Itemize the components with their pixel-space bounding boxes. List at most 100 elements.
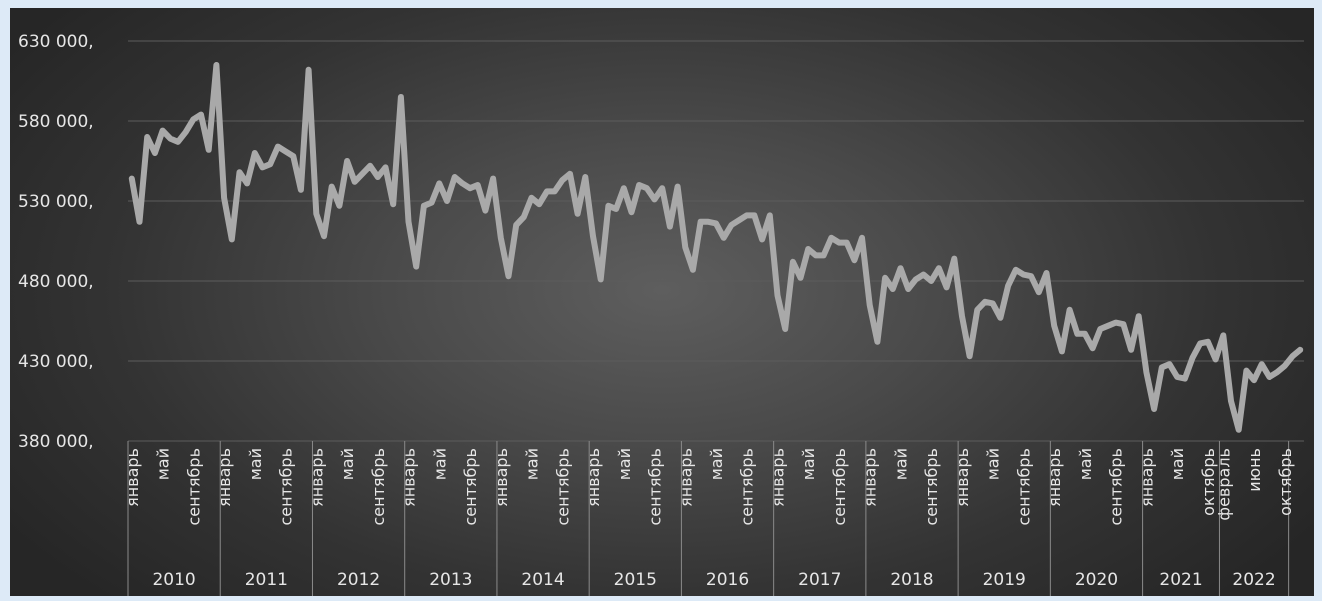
data-point <box>813 253 818 258</box>
month-tick-label: январь <box>307 448 326 507</box>
month-tick-label: май <box>615 448 634 480</box>
data-point <box>260 165 265 170</box>
data-point <box>883 275 888 280</box>
data-point <box>283 149 288 154</box>
data-point <box>298 187 303 192</box>
data-point <box>929 279 934 284</box>
month-tick-label: сентябрь <box>461 448 480 526</box>
data-point <box>491 176 496 181</box>
month-tick-label: январь <box>1137 448 1156 507</box>
y-tick-label: 480 000, <box>18 272 94 292</box>
month-tick-label: сентябрь <box>1107 448 1126 526</box>
data-point <box>1059 349 1064 354</box>
data-point <box>168 136 173 141</box>
data-point <box>1136 314 1141 319</box>
month-tick-label: январь <box>861 448 880 507</box>
year-label: 2018 <box>890 570 933 590</box>
month-tick-label: сентябрь <box>553 448 572 526</box>
year-label: 2019 <box>983 570 1026 590</box>
data-point <box>252 151 257 156</box>
data-point <box>775 293 780 298</box>
data-point <box>837 240 842 245</box>
data-point <box>637 183 642 188</box>
month-tick-label: январь <box>584 448 603 507</box>
line-chart: 380 000, 430 000, 480 000, 530 000, 580 000,… <box>18 32 1304 596</box>
gridlines <box>128 40 1304 442</box>
month-tick-label: май <box>523 448 542 480</box>
data-point <box>806 247 811 252</box>
data-point <box>537 202 542 207</box>
data-point <box>406 219 411 224</box>
x-axis-ticks: 2010 2011 2012 2013 2014 2015 2016 2017 2018 2019… <box>123 441 1295 596</box>
month-tick-label: январь <box>400 448 419 507</box>
data-point <box>629 210 634 215</box>
data-point <box>360 171 365 176</box>
month-tick-label: май <box>338 448 357 480</box>
data-point <box>621 186 626 191</box>
y-tick-label: 530 000, <box>18 192 94 212</box>
year-label: 2012 <box>337 570 380 590</box>
y-axis-ticks: 380 000, 430 000, 480 000, 530 000, 580 000,… <box>18 32 94 452</box>
data-point <box>498 235 503 240</box>
month-tick-label: январь <box>123 448 142 507</box>
data-point <box>798 275 803 280</box>
year-label: 2011 <box>245 570 288 590</box>
month-tick-label: январь <box>768 448 787 507</box>
data-point <box>898 266 903 271</box>
y-tick-label: 430 000, <box>18 352 94 372</box>
data-point <box>1236 427 1241 432</box>
data-point <box>1144 370 1149 375</box>
data-point <box>229 237 234 242</box>
data-point <box>1259 362 1264 367</box>
data-point <box>375 175 380 180</box>
year-label: 2015 <box>614 570 657 590</box>
data-point <box>1252 378 1257 383</box>
data-point <box>1182 376 1187 381</box>
data-point <box>1229 399 1234 404</box>
data-point <box>921 272 926 277</box>
data-point <box>568 171 573 176</box>
data-point <box>337 203 342 208</box>
data-point <box>445 199 450 204</box>
data-point <box>890 287 895 292</box>
data-point <box>1282 363 1287 368</box>
data-point <box>944 285 949 290</box>
data-point <box>329 184 334 189</box>
data-point <box>1090 346 1095 351</box>
month-tick-label: сентябрь <box>1014 448 1033 526</box>
data-point <box>552 189 557 194</box>
month-tick-label: сентябрь <box>277 448 296 526</box>
data-point <box>1152 407 1157 412</box>
data-point <box>1075 331 1080 336</box>
data-point <box>683 245 688 250</box>
data-point <box>1205 339 1210 344</box>
data-point <box>160 128 165 133</box>
data-point <box>867 303 872 308</box>
year-label: 2010 <box>152 570 195 590</box>
data-point <box>483 208 488 213</box>
data-point <box>790 259 795 264</box>
data-point <box>245 181 250 186</box>
data-point <box>752 213 757 218</box>
month-tick-label: сентябрь <box>738 448 757 526</box>
data-point <box>1029 274 1034 279</box>
year-label: 2020 <box>1075 570 1118 590</box>
data-point <box>1021 272 1026 277</box>
data-point <box>598 277 603 282</box>
data-point <box>191 117 196 122</box>
data-point <box>1198 341 1203 346</box>
month-tick-label: май <box>984 448 1003 480</box>
data-point <box>137 219 142 224</box>
data-point <box>1213 357 1218 362</box>
data-point <box>345 159 350 164</box>
data-point <box>1298 347 1303 352</box>
data-point <box>529 195 534 200</box>
data-point <box>414 264 419 269</box>
data-point <box>429 200 434 205</box>
data-point <box>352 179 357 184</box>
month-tick-label: май <box>154 448 173 480</box>
data-point <box>614 207 619 212</box>
month-tick-label: январь <box>1045 448 1064 507</box>
data-point <box>1275 370 1280 375</box>
data-point <box>606 203 611 208</box>
